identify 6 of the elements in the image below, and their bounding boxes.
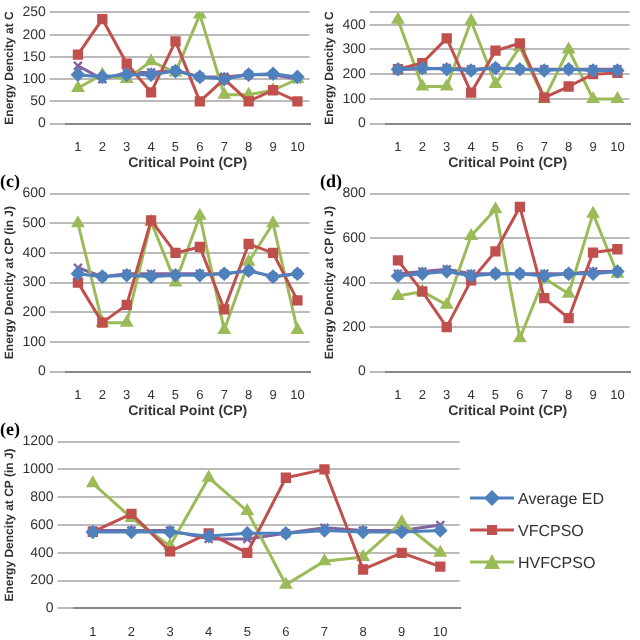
- chart-title: (c): [0, 171, 20, 192]
- legend-label: HVFCPSO: [518, 553, 596, 571]
- legend-label: VFCPSO: [518, 521, 584, 539]
- chart-title: (d): [320, 171, 342, 192]
- legend-label: Average ED: [518, 489, 604, 507]
- chart-title: (e): [0, 419, 20, 440]
